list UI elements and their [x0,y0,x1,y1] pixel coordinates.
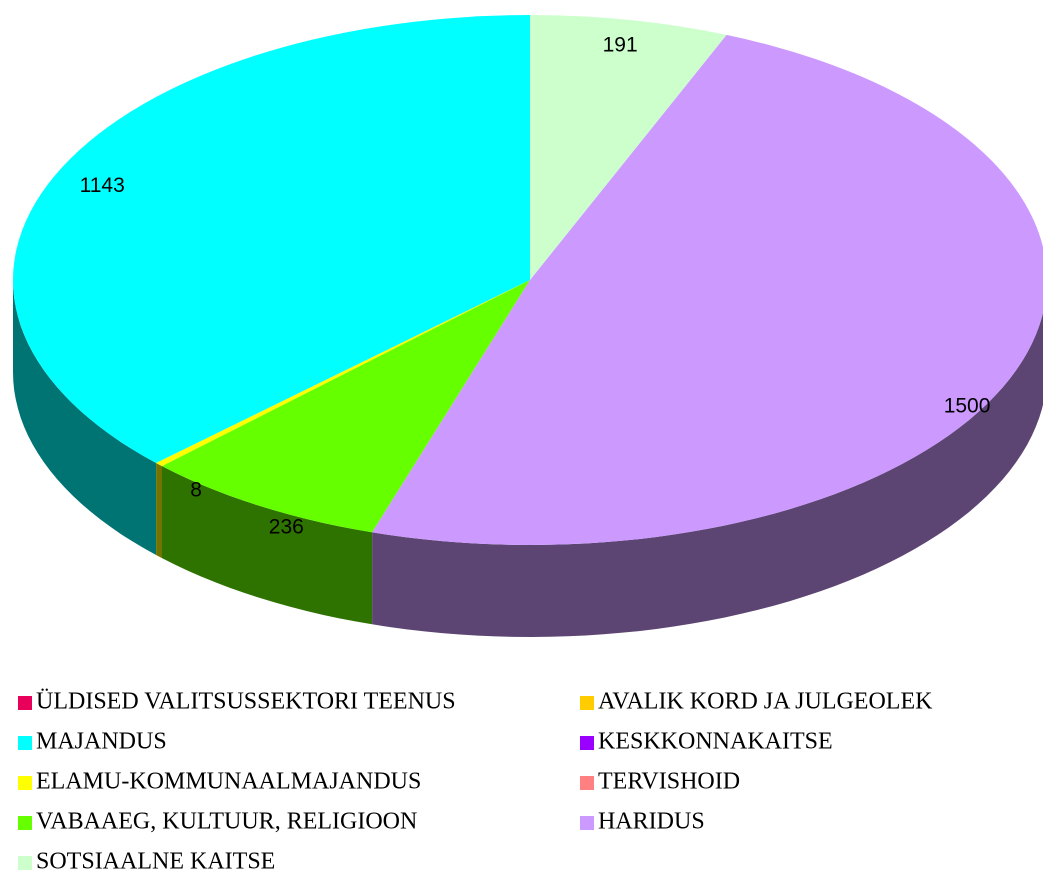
data-label: 1143 [80,174,125,197]
slice [156,280,530,467]
legend-swatch [580,816,594,830]
legend-label: ÜLDISED VALITSUSSEKTORI TEENUS [36,689,456,715]
legend-label: SOTSIAALNE KAITSE [36,849,275,872]
legend-swatch [580,776,594,790]
slice [530,15,727,280]
legend-swatch [18,856,32,870]
slice-side [162,466,373,625]
legend-swatch [18,776,32,790]
slice [162,280,530,533]
data-label: 191 [603,34,638,57]
legend-swatch [18,696,32,710]
legend-label: VABAAEG, KULTUUR, RELIGIOON [36,809,417,835]
legend-swatch [18,816,32,830]
slice-side [372,312,1043,637]
legend-swatch [18,736,32,750]
data-label: 8 [190,479,202,502]
legend-label: ELAMU-KOMMUNAALMAJANDUS [36,769,421,795]
slice [13,15,531,464]
legend-swatch [580,736,594,750]
data-label: 1500 [944,394,991,417]
legend-label: HARIDUS [598,809,705,835]
legend-label: KESKKONNAKAITSE [598,729,833,755]
legend-label: AVALIK KORD JA JULGEOLEK [598,689,933,715]
slice [372,34,1043,545]
slice-side [13,280,157,555]
legend-swatch [580,696,594,710]
slice-side [156,463,162,559]
legend-label: TERVISHOID [598,769,740,795]
data-label: 236 [269,516,304,539]
legend-label: MAJANDUS [36,729,167,755]
